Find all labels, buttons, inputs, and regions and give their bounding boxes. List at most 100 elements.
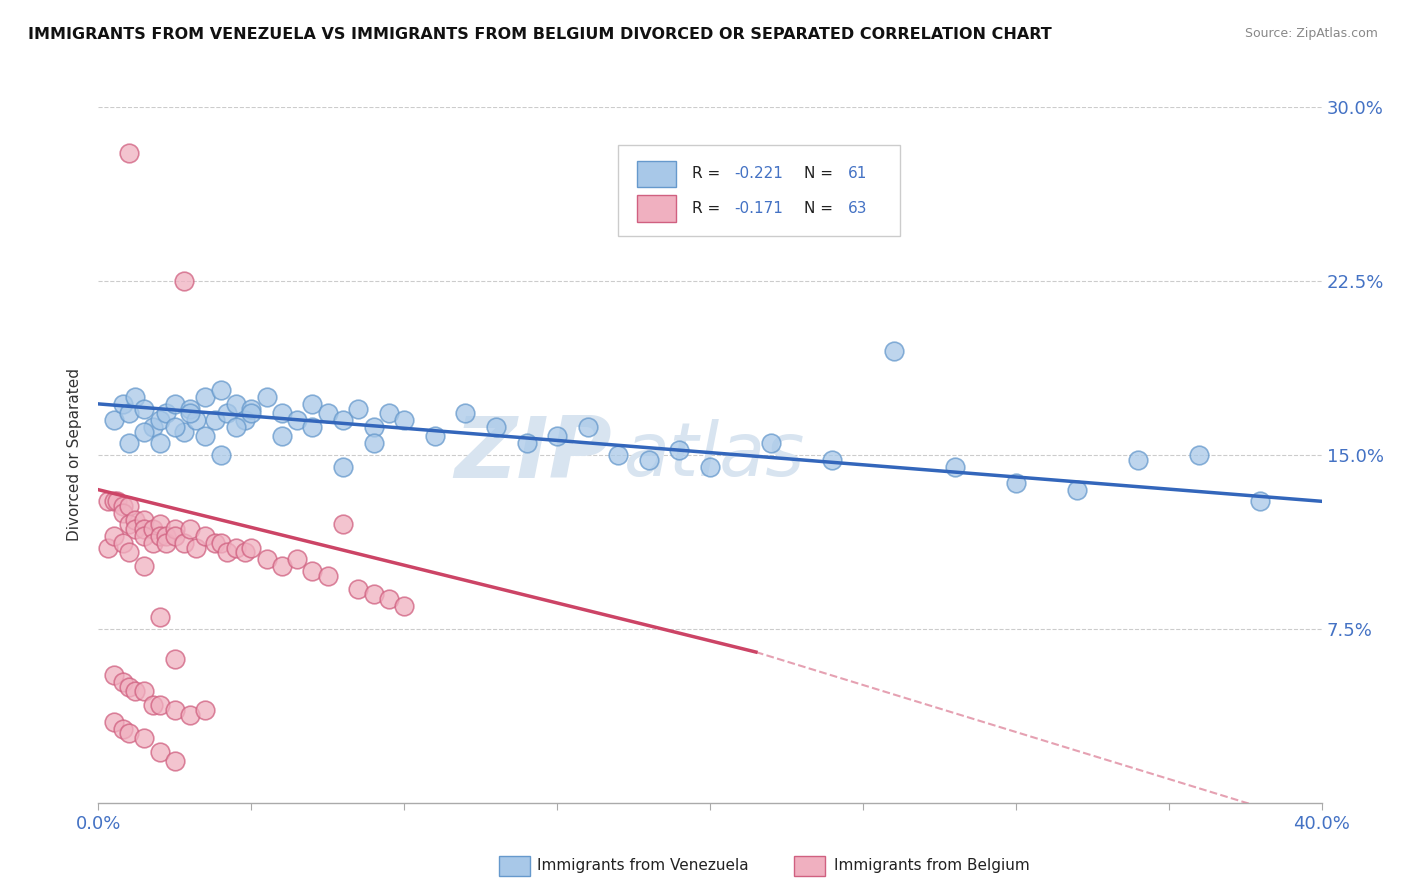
FancyBboxPatch shape bbox=[619, 145, 900, 235]
Point bbox=[301, 397, 323, 411]
Point bbox=[163, 522, 186, 536]
Point bbox=[124, 522, 146, 536]
Point bbox=[142, 698, 165, 713]
Point bbox=[124, 684, 146, 698]
Point bbox=[134, 559, 156, 574]
Point bbox=[363, 420, 385, 434]
Point bbox=[285, 552, 308, 566]
Point bbox=[1066, 483, 1088, 497]
Text: R =: R = bbox=[692, 166, 725, 181]
Point bbox=[103, 413, 125, 427]
Point bbox=[347, 401, 370, 416]
Text: N =: N = bbox=[804, 201, 838, 216]
Point bbox=[105, 494, 128, 508]
Point bbox=[256, 552, 278, 566]
FancyBboxPatch shape bbox=[637, 161, 676, 187]
Point bbox=[155, 529, 177, 543]
Point bbox=[111, 499, 134, 513]
Point bbox=[194, 390, 217, 404]
Y-axis label: Divorced or Separated: Divorced or Separated bbox=[67, 368, 83, 541]
Point bbox=[301, 420, 323, 434]
Point bbox=[134, 401, 156, 416]
Point bbox=[256, 390, 278, 404]
Point bbox=[173, 425, 195, 439]
Point bbox=[392, 599, 416, 613]
Point bbox=[759, 436, 782, 450]
Point bbox=[378, 406, 401, 420]
Point bbox=[97, 494, 120, 508]
Point bbox=[155, 406, 177, 420]
Point bbox=[240, 541, 263, 555]
Point bbox=[215, 545, 238, 559]
Point bbox=[111, 506, 134, 520]
Point bbox=[943, 459, 966, 474]
Point bbox=[194, 529, 217, 543]
Point bbox=[1188, 448, 1211, 462]
Point bbox=[118, 436, 141, 450]
Point bbox=[699, 459, 721, 474]
Point bbox=[111, 722, 134, 736]
Point bbox=[155, 536, 177, 550]
Point bbox=[546, 429, 568, 443]
Point bbox=[576, 420, 599, 434]
Point bbox=[118, 545, 141, 559]
Text: Immigrants from Belgium: Immigrants from Belgium bbox=[834, 858, 1029, 872]
Point bbox=[332, 413, 354, 427]
Point bbox=[173, 536, 195, 550]
Point bbox=[118, 146, 141, 161]
Point bbox=[240, 406, 263, 420]
Point bbox=[103, 529, 125, 543]
Point bbox=[163, 420, 186, 434]
Point bbox=[204, 536, 226, 550]
Point bbox=[163, 397, 186, 411]
Point bbox=[118, 517, 141, 532]
Text: IMMIGRANTS FROM VENEZUELA VS IMMIGRANTS FROM BELGIUM DIVORCED OR SEPARATED CORRE: IMMIGRANTS FROM VENEZUELA VS IMMIGRANTS … bbox=[28, 27, 1052, 42]
Text: ZIP: ZIP bbox=[454, 413, 612, 497]
Point bbox=[233, 545, 256, 559]
FancyBboxPatch shape bbox=[637, 195, 676, 222]
Point bbox=[194, 703, 217, 717]
Point bbox=[233, 413, 256, 427]
Point bbox=[378, 591, 401, 606]
Text: atlas: atlas bbox=[624, 419, 806, 491]
Point bbox=[225, 397, 247, 411]
Point bbox=[118, 726, 141, 740]
Point bbox=[149, 436, 172, 450]
Point bbox=[149, 610, 172, 624]
Point bbox=[97, 541, 120, 555]
Point bbox=[225, 420, 247, 434]
Point bbox=[142, 536, 165, 550]
Point bbox=[186, 541, 208, 555]
Point bbox=[149, 413, 172, 427]
Point bbox=[225, 541, 247, 555]
Point bbox=[209, 448, 232, 462]
Point bbox=[204, 413, 226, 427]
Point bbox=[637, 452, 661, 467]
Point bbox=[118, 499, 141, 513]
Point bbox=[118, 680, 141, 694]
Point bbox=[316, 406, 339, 420]
Point bbox=[134, 529, 156, 543]
Point bbox=[134, 731, 156, 745]
Point bbox=[883, 343, 905, 358]
Point bbox=[134, 513, 156, 527]
Point bbox=[163, 529, 186, 543]
Text: R =: R = bbox=[692, 201, 725, 216]
Text: Source: ZipAtlas.com: Source: ZipAtlas.com bbox=[1244, 27, 1378, 40]
Point bbox=[149, 698, 172, 713]
Point bbox=[332, 517, 354, 532]
Point bbox=[209, 536, 232, 550]
Point bbox=[142, 522, 165, 536]
Text: -0.171: -0.171 bbox=[734, 201, 783, 216]
Point bbox=[516, 436, 538, 450]
Point bbox=[111, 536, 134, 550]
Point bbox=[347, 582, 370, 597]
Point bbox=[111, 675, 134, 690]
Point bbox=[163, 652, 186, 666]
Point bbox=[1128, 452, 1150, 467]
Point bbox=[134, 684, 156, 698]
Text: Immigrants from Venezuela: Immigrants from Venezuela bbox=[537, 858, 749, 872]
Point bbox=[179, 707, 201, 722]
Point bbox=[363, 436, 385, 450]
Point bbox=[301, 564, 323, 578]
